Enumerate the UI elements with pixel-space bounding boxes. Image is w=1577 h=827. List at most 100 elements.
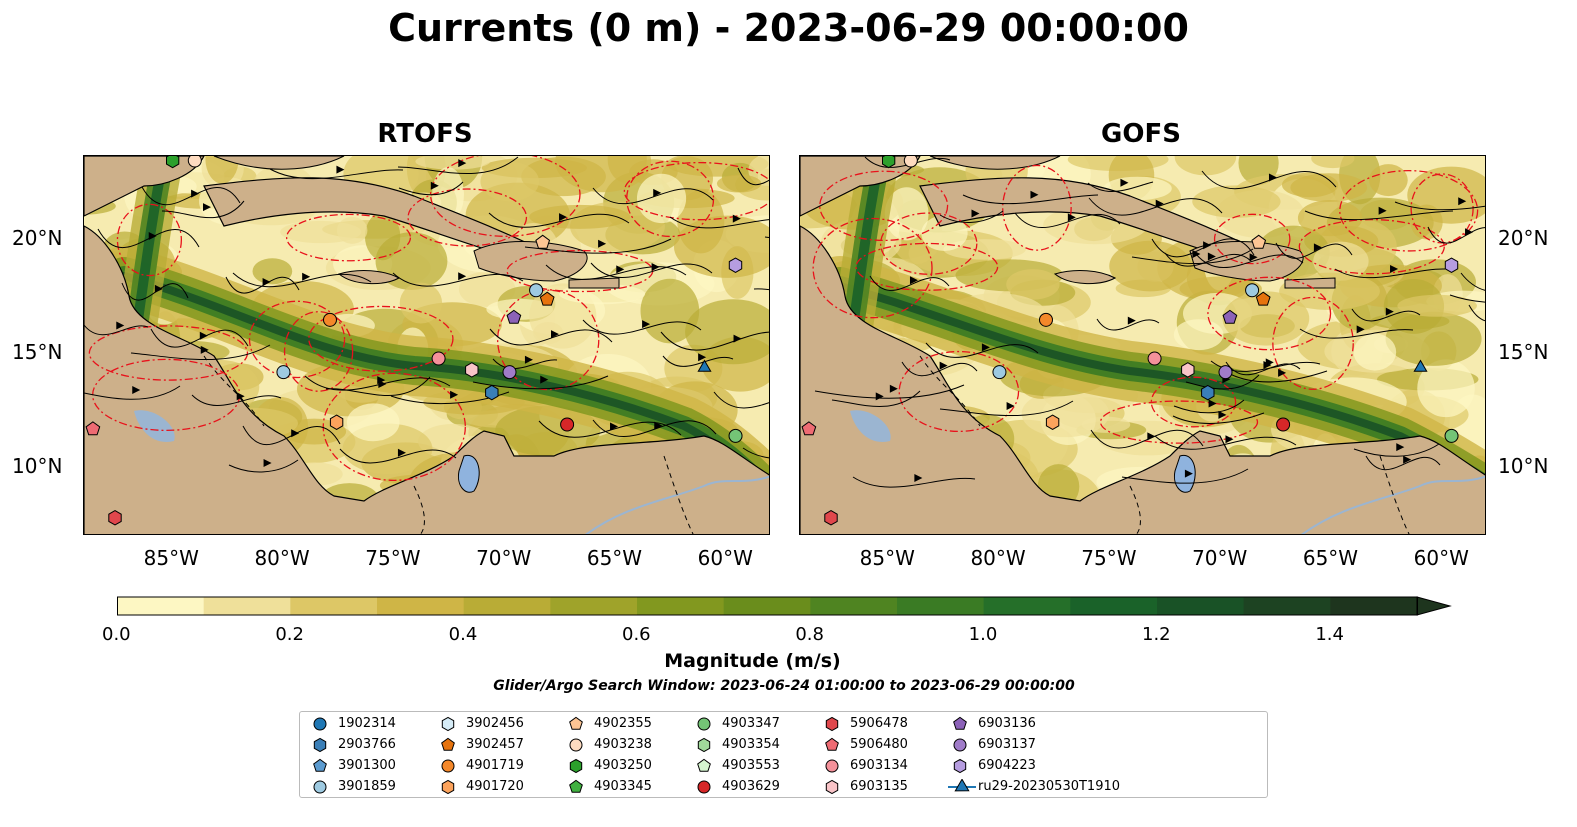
platform-marker-5906480 [85,421,101,436]
streamline [669,216,769,229]
legend-marker-circle [825,759,839,773]
streamline-arrow [1268,173,1277,182]
colorbar-segment [983,597,1071,615]
river [585,475,769,534]
lon-tick-label: 60°W [1413,546,1469,570]
streamline [232,272,372,288]
streamline-arrow [291,429,300,438]
streamline-arrow [732,214,741,223]
ssh-contour [626,160,715,238]
colorbar-segment [203,597,291,615]
platform-marker-6904223 [1444,257,1459,273]
lat-tick-label: 20°N [12,226,63,251]
legend-label: 3902456 [466,716,524,731]
streamline [1394,201,1485,211]
platform-marker-6903135 [1181,362,1195,378]
streamline [814,384,965,399]
legend-marker-hexagon [825,716,839,732]
colorbar-segment [117,597,205,615]
platform-marker-4901720 [1045,414,1060,430]
streamline-arrow [148,231,157,240]
streamline-arrow [550,330,559,339]
streamline-arrow [616,265,625,274]
streamline [1275,242,1353,259]
platform-marker-6904223 [728,257,743,273]
platform-marker-6903137 [1218,365,1233,380]
streamline-arrow [154,284,163,293]
ssh-contour [1213,213,1291,265]
legend-marker-circle [313,780,327,794]
lat-tick-label: 20°N [1498,226,1549,251]
jamaica-landmass [1053,270,1117,285]
platform-marker-4903238 [187,156,202,168]
streamline [1088,197,1223,216]
streamline [84,324,149,336]
colorbar-tick-label: 0.2 [275,624,304,645]
lat-tick-label: 15°N [12,339,63,364]
platform-marker-6903136 [506,309,522,324]
streamline [901,361,978,377]
streamline-arrow [698,353,707,362]
streamline [753,288,769,291]
legend-label: 4903354 [722,737,780,752]
streamline [1365,455,1441,471]
streamline-arrow [598,239,607,248]
platform-marker-6903135 [465,362,479,378]
ssh-contour [322,372,466,481]
ssh-contour [116,203,183,277]
streamline [1195,253,1304,268]
streamline [713,391,769,409]
streamline [1229,370,1328,383]
colorbar-tick-label: 0.8 [795,624,824,645]
streamline [852,476,976,488]
lon-tick-label: 80°W [254,546,310,570]
streamline-arrow [914,473,923,482]
legend-marker-hexagon [825,779,839,795]
florida-landmass [929,156,1061,170]
streamline-arrow [1378,206,1387,215]
ssh-contour [1150,376,1237,428]
legend-marker-pentagon [697,758,711,772]
streamline [228,459,299,473]
streamline [130,344,271,361]
ssh-contour [308,305,454,372]
lon-tick-label: 85°W [859,546,915,570]
legend-marker-hexagon [441,779,455,795]
streamline [97,228,200,249]
colorbar-segment [723,597,811,615]
legend-marker-pentagon [569,716,583,730]
colorbar-extend-arrow [1416,596,1452,616]
rtofs-current-map [83,155,770,535]
streamline-arrow [1218,410,1227,419]
ssh-contour [1099,400,1259,444]
lake-maracaibo [457,454,480,493]
streamline [925,342,1039,358]
streamline-arrow [191,189,200,198]
streamline [737,167,769,186]
colorbar-segment [1157,597,1245,615]
streamline-arrow [1390,264,1399,273]
legend-label: 4901720 [466,779,524,794]
platform-marker-5906478 [108,510,122,526]
colorbar-segment [290,597,378,615]
streamline [488,212,630,228]
streamline-arrow [971,209,980,218]
streamline [1468,304,1485,322]
streamline-arrow [1249,253,1258,262]
streamline [939,210,1004,223]
streamline-arrow [1458,197,1467,206]
platform-legend: 1902314 2903766 3901300 3901859 3902456 39024… [299,711,1268,798]
ssh-contour [407,188,528,247]
country-borders [203,355,694,534]
streamline [1299,328,1414,339]
panel-title-rtofs: RTOFS [377,119,473,149]
colorbar-tick-label: 0.0 [102,624,131,645]
legend-label: 2903766 [338,737,396,752]
streamline-arrow [450,390,459,399]
river [1301,475,1485,534]
ssh-contour [88,325,249,381]
platform-marker-4903629 [560,417,575,432]
lon-tick-label: 75°W [1081,546,1137,570]
streamline-arrow [1278,368,1287,377]
lon-tick-label: 75°W [365,546,421,570]
